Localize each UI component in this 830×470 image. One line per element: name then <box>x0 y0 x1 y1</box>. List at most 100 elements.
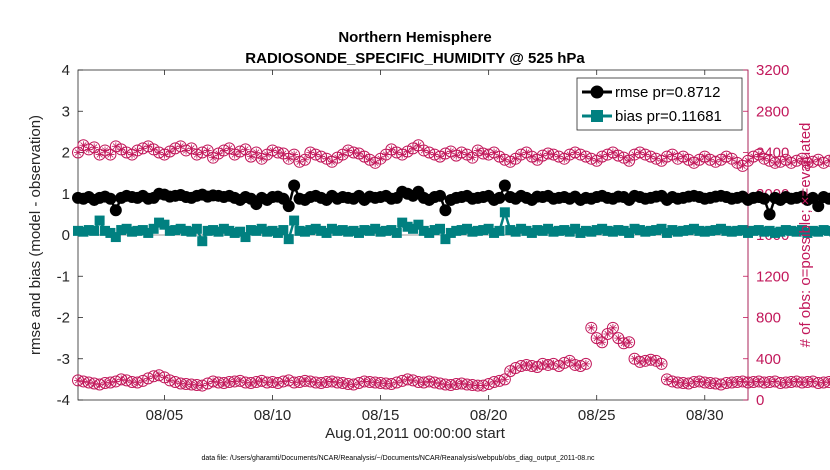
bias-point <box>494 225 505 236</box>
bias-point <box>629 223 640 234</box>
obs-possible-cross <box>117 145 126 154</box>
rmse-point <box>282 200 295 213</box>
bias-point <box>688 223 699 234</box>
bias-point <box>332 225 343 236</box>
y-tick-label-left: -4 <box>57 392 70 409</box>
bias-point <box>537 225 548 236</box>
obs-possible-cross <box>754 150 763 159</box>
bias-point <box>299 226 310 237</box>
obs-possible-cross <box>619 153 628 162</box>
legend-box <box>576 77 743 131</box>
bias-point <box>408 223 418 234</box>
obs-possible-cross <box>327 157 336 166</box>
obs-possible-cross <box>203 146 212 155</box>
obs-evaluated-marker <box>623 336 636 349</box>
obs-possible-cross <box>371 158 380 167</box>
bias-point <box>521 225 532 236</box>
bias-point <box>159 219 170 230</box>
obs-evaluated-marker <box>596 336 609 349</box>
obs-possible-cross <box>246 152 255 161</box>
obs-possible-cross <box>560 154 569 163</box>
bias-point <box>170 225 181 236</box>
y-tick-label-right: 2800 <box>756 103 789 120</box>
bias-point <box>121 223 132 234</box>
obs-possible-cross <box>700 152 709 161</box>
bias-point <box>764 225 775 236</box>
obs-possible-cross <box>506 157 515 166</box>
bias-point <box>251 225 262 236</box>
bias-point <box>499 207 510 218</box>
y-axis-label-right: # of obs: o=possible; ×=evaluated <box>797 123 814 348</box>
bias-point <box>337 225 348 236</box>
obs-possible-cross <box>128 150 137 159</box>
obs-possible-cross <box>290 150 299 159</box>
obs-possible-cross <box>657 156 666 165</box>
bias-point <box>116 225 127 236</box>
y-tick-label-left: 4 <box>62 62 70 79</box>
obs-possible-cross <box>679 152 688 161</box>
bias-point <box>597 223 608 234</box>
obs-possible-cross <box>187 144 196 153</box>
obs-possible-cross <box>300 155 309 164</box>
bias-point <box>732 225 743 236</box>
rmse-point <box>823 192 830 205</box>
bias-point <box>456 225 467 236</box>
obs-possible-cross <box>716 155 725 164</box>
y-tick-label-right: 0 <box>756 392 764 409</box>
bias-point <box>467 226 478 237</box>
obs-evaluated-marker <box>828 377 830 386</box>
bias-point <box>370 223 381 234</box>
obs-evaluated-cross <box>565 356 574 365</box>
bias-point <box>78 226 89 237</box>
obs-evaluated-cross <box>554 361 563 370</box>
bias-point <box>516 223 527 234</box>
chart-subtitle: RADIOSONDE_SPECIFIC_HUMIDITY @ 525 hPa <box>245 50 585 67</box>
obs-possible-cross <box>257 154 266 163</box>
bias-point <box>802 227 813 238</box>
bias-point <box>553 225 564 236</box>
obs-evaluated-cross <box>160 373 169 382</box>
bias-point <box>618 225 629 236</box>
legend-rmse-marker <box>590 85 604 99</box>
bias-point <box>824 225 830 236</box>
bias-point <box>710 225 721 236</box>
bias-point <box>110 232 121 243</box>
bias-point <box>445 227 456 238</box>
obs-possible-cross <box>738 161 747 170</box>
legend: rmse pr=0.8712 bias pr=0.11681 <box>576 77 743 131</box>
y-tick-label-left: -3 <box>57 351 70 368</box>
obs-possible-cross <box>463 150 472 159</box>
x-tick-label: 08/30 <box>686 407 724 424</box>
bias-point <box>208 225 219 236</box>
bias-point <box>137 225 148 236</box>
bias-point <box>218 223 229 234</box>
bias-point <box>105 227 116 238</box>
obs-possible-cross <box>689 158 698 167</box>
obs-possible-cross <box>468 153 477 162</box>
obs-possible-cross <box>403 147 412 156</box>
bias-point <box>634 225 645 236</box>
obs-possible-cross <box>74 148 82 157</box>
obs-possible-cross <box>414 141 423 150</box>
obs-possible-cross <box>365 155 374 164</box>
bias-point <box>143 227 154 238</box>
bias-point <box>100 225 111 236</box>
obs-possible-cross <box>781 155 790 164</box>
bias-point <box>759 226 770 237</box>
bias-point <box>262 226 273 237</box>
rmse-point <box>104 192 117 205</box>
obs-evaluated-cross <box>592 334 601 343</box>
bias-point <box>462 223 473 234</box>
y-tick-label-right: 800 <box>756 310 781 327</box>
obs-evaluated-marker <box>823 375 830 388</box>
bias-point <box>548 226 559 237</box>
obs-possible-cross <box>511 154 520 163</box>
bias-point <box>813 226 824 237</box>
bias-point <box>683 225 694 236</box>
bias-point <box>132 225 143 236</box>
plot-area: -4-3-2-101234040080012001600200024002800… <box>57 62 830 424</box>
bias-point <box>645 225 656 236</box>
obs-possible-cross <box>338 150 347 159</box>
bias-point <box>310 223 321 234</box>
